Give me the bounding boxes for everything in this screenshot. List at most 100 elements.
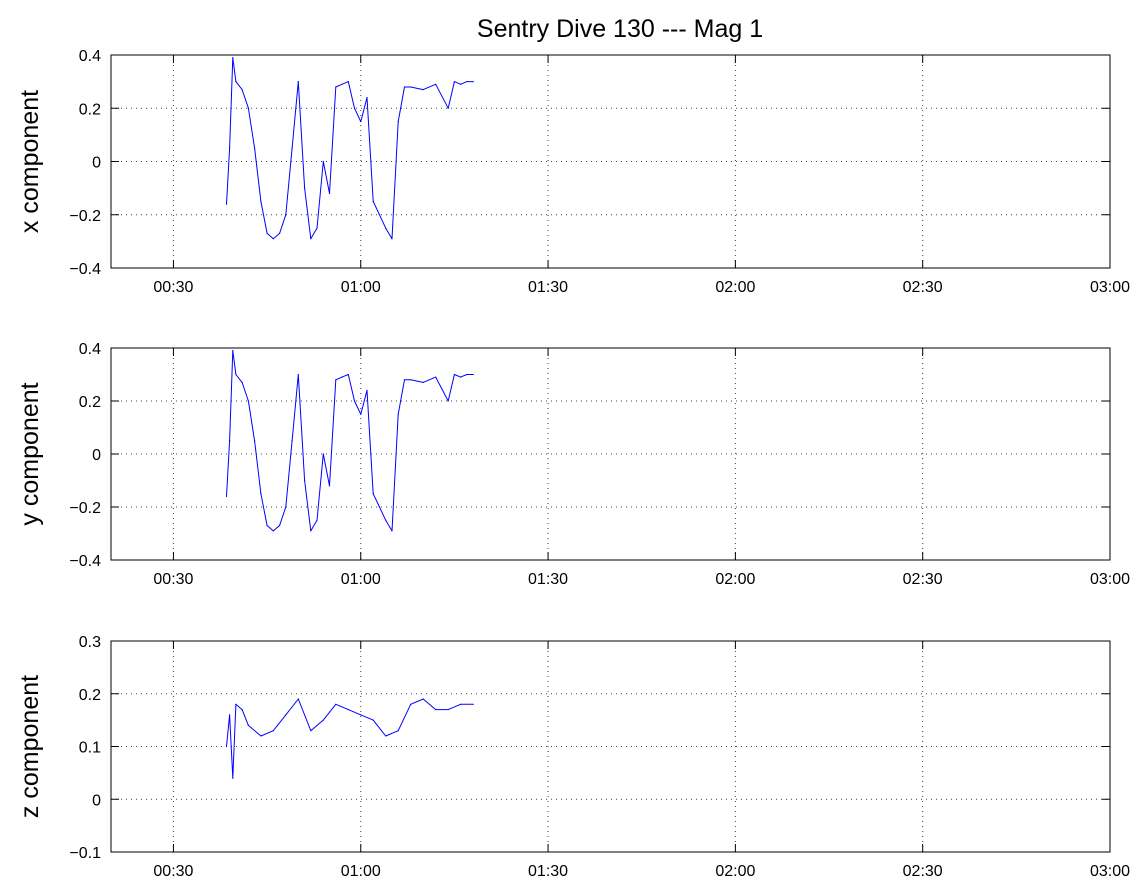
data-point	[447, 107, 449, 109]
data-point	[328, 485, 331, 487]
data-point	[241, 708, 243, 711]
x-tick-label: 03:00	[1090, 571, 1130, 588]
data-point	[241, 89, 243, 91]
data-point	[272, 730, 274, 732]
data-point	[229, 440, 231, 442]
data-point	[372, 200, 374, 203]
x-tick-label: 01:30	[528, 571, 568, 588]
data-point	[353, 107, 356, 109]
data-point	[297, 698, 299, 700]
data-point	[366, 97, 368, 99]
data-point	[347, 373, 349, 376]
y-tick-label: 0	[92, 447, 101, 464]
data-point	[254, 147, 256, 149]
data-point	[403, 86, 406, 88]
data-point	[472, 373, 474, 376]
data-point	[278, 524, 281, 527]
data-point	[341, 83, 343, 85]
data-point	[316, 227, 318, 229]
data-point	[316, 519, 318, 521]
data-point	[260, 493, 262, 495]
data-point	[347, 81, 349, 83]
x-tick-label: 01:00	[341, 571, 381, 588]
plot-frame	[110, 347, 1111, 561]
panel-3: 00:30 01:00 01:30 02:00 02:30 03:00 0.3 0.2 0.1 0…	[16, 634, 1130, 880]
data-point	[466, 81, 468, 83]
data-point	[397, 120, 399, 123]
data-point	[422, 89, 424, 91]
data-point	[266, 524, 268, 527]
data-point	[372, 493, 374, 495]
x-tick-label: 01:00	[341, 863, 381, 880]
data-point	[225, 495, 228, 497]
data-point	[303, 187, 306, 189]
data-point	[360, 714, 362, 716]
data-point	[472, 703, 474, 705]
data-point	[229, 714, 231, 716]
data-point	[410, 379, 412, 381]
data-point	[247, 724, 249, 727]
x-tick-label: 03:00	[1090, 279, 1130, 296]
data-point	[410, 703, 412, 705]
y-tick-label: 0.2	[79, 394, 101, 411]
data-point	[466, 373, 468, 376]
data-point	[303, 479, 306, 482]
data-point	[447, 708, 449, 711]
data-point	[435, 83, 437, 85]
data-point	[260, 735, 262, 737]
data-point	[460, 83, 462, 85]
y-axis-label: z component	[16, 675, 44, 818]
data-point	[335, 86, 337, 88]
data-point	[391, 530, 393, 532]
data-point	[285, 714, 287, 716]
data-point	[366, 389, 368, 391]
x-tick-label: 02:30	[903, 571, 943, 588]
data-point	[422, 698, 424, 700]
data-point	[403, 379, 406, 381]
plot-frame	[110, 54, 1111, 269]
data-point	[291, 147, 293, 149]
series-line	[226, 57, 474, 240]
data-point	[235, 373, 237, 376]
data-point	[397, 413, 399, 415]
data-point	[460, 376, 462, 378]
y-tick-label: 0.2	[79, 101, 101, 118]
y-tick-label: −0.1	[69, 845, 101, 862]
data-point	[391, 238, 393, 240]
data-point	[453, 81, 456, 83]
data-point	[435, 708, 437, 711]
data-point	[335, 379, 337, 381]
x-tick-label: 00:30	[153, 279, 193, 296]
data-point	[360, 120, 362, 123]
data-point	[328, 192, 331, 195]
x-tick-label: 02:30	[903, 863, 943, 880]
data-point	[232, 57, 234, 59]
data-point	[360, 413, 362, 415]
data-point	[372, 719, 374, 721]
data-point	[278, 232, 281, 234]
x-tick-label: 00:30	[153, 571, 193, 588]
x-tick-label: 01:30	[528, 863, 568, 880]
data-point	[453, 373, 456, 376]
data-point	[353, 400, 356, 402]
data-point	[310, 730, 312, 732]
data-point	[422, 381, 424, 384]
data-point	[378, 214, 381, 216]
data-point	[272, 530, 274, 532]
y-tick-label: 0.2	[79, 687, 101, 704]
data-point	[254, 440, 256, 442]
data-point	[225, 745, 228, 748]
data-point	[232, 777, 234, 779]
data-point	[310, 530, 312, 532]
data-point	[435, 376, 437, 378]
data-point	[385, 227, 387, 229]
x-tick-label: 02:00	[715, 571, 755, 588]
data-point	[322, 160, 324, 163]
data-point	[378, 506, 381, 508]
data-point	[266, 232, 268, 234]
chart-title: Sentry Dive 130 --- Mag 1	[477, 15, 763, 43]
y-tick-label: 0	[92, 792, 101, 809]
y-tick-label: −0.4	[69, 553, 101, 570]
